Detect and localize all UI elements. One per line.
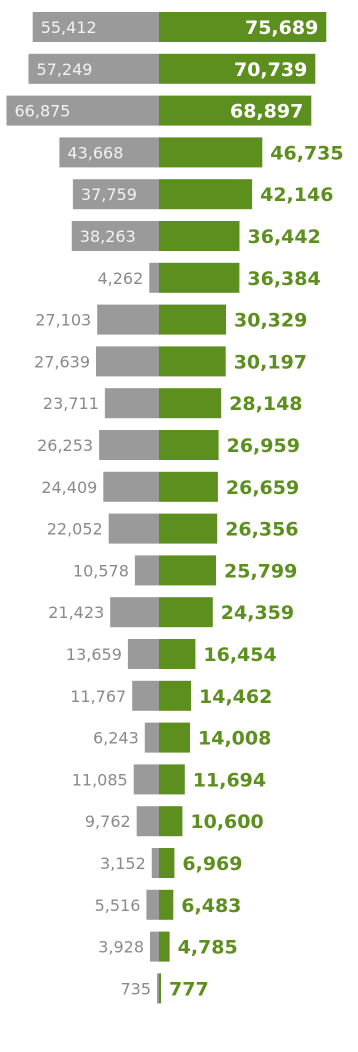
left-value-label: 37,759 bbox=[81, 185, 137, 204]
right-value-label: 68,897 bbox=[230, 101, 303, 123]
left-value-label: 43,668 bbox=[67, 143, 123, 162]
left-value-label: 24,409 bbox=[41, 478, 97, 497]
right-value-label: 14,462 bbox=[199, 686, 272, 708]
left-bar bbox=[32, 12, 160, 42]
left-value-label: 38,263 bbox=[80, 227, 136, 246]
left-bar bbox=[127, 639, 159, 669]
left-bar bbox=[110, 597, 159, 628]
right-bar bbox=[159, 430, 219, 460]
right-bar bbox=[159, 221, 240, 251]
right-value-label: 26,356 bbox=[225, 519, 298, 541]
left-bar bbox=[28, 53, 159, 84]
right-bar bbox=[159, 889, 174, 920]
right-value-label: 26,959 bbox=[227, 435, 300, 457]
left-bar bbox=[103, 471, 159, 502]
left-bar bbox=[6, 95, 159, 126]
right-bar bbox=[159, 388, 222, 419]
right-bar bbox=[159, 639, 196, 669]
left-value-label: 10,578 bbox=[73, 561, 129, 580]
left-value-label: 9,762 bbox=[85, 812, 131, 831]
left-bar bbox=[99, 430, 159, 460]
left-value-label: 3,152 bbox=[100, 854, 146, 873]
left-value-label: 11,085 bbox=[72, 770, 128, 789]
left-bar bbox=[151, 848, 159, 878]
right-bar bbox=[159, 513, 218, 544]
left-value-label: 5,516 bbox=[95, 896, 141, 915]
right-bar bbox=[159, 471, 218, 502]
left-bar bbox=[71, 221, 159, 251]
left-value-label: 26,253 bbox=[37, 436, 93, 455]
left-bar bbox=[97, 304, 159, 335]
right-value-label: 10,600 bbox=[190, 811, 263, 833]
right-value-label: 26,659 bbox=[226, 477, 299, 499]
right-value-label: 75,689 bbox=[245, 17, 318, 39]
left-value-label: 735 bbox=[120, 979, 151, 998]
right-bar bbox=[159, 346, 226, 377]
right-bar bbox=[159, 12, 327, 42]
left-value-label: 66,875 bbox=[15, 102, 71, 121]
left-value-label: 6,243 bbox=[93, 729, 139, 748]
right-bar bbox=[159, 806, 183, 837]
right-bar bbox=[159, 722, 190, 753]
right-value-label: 6,483 bbox=[181, 895, 241, 917]
left-value-label: 27,103 bbox=[35, 311, 91, 330]
right-bar bbox=[159, 304, 226, 335]
right-bar bbox=[159, 179, 253, 210]
right-value-label: 36,442 bbox=[248, 226, 321, 248]
right-value-label: 25,799 bbox=[224, 560, 297, 582]
left-bar bbox=[59, 137, 159, 168]
left-value-label: 13,659 bbox=[66, 645, 122, 664]
right-bar bbox=[159, 555, 216, 586]
left-bar bbox=[108, 513, 159, 544]
right-bar bbox=[159, 973, 161, 1004]
left-value-label: 55,412 bbox=[41, 18, 97, 37]
right-bar bbox=[159, 680, 191, 711]
left-bar bbox=[136, 806, 159, 837]
left-bar bbox=[104, 388, 159, 419]
left-value-label: 21,423 bbox=[48, 603, 104, 622]
right-bar bbox=[159, 931, 170, 962]
left-bar bbox=[133, 764, 159, 795]
left-value-label: 22,052 bbox=[47, 520, 103, 539]
right-value-label: 36,384 bbox=[247, 268, 320, 290]
right-value-label: 70,739 bbox=[234, 59, 307, 81]
right-value-label: 42,146 bbox=[260, 184, 333, 206]
left-value-label: 23,711 bbox=[43, 394, 99, 413]
right-value-label: 30,197 bbox=[234, 351, 307, 373]
right-value-label: 30,329 bbox=[234, 310, 307, 332]
right-bar bbox=[159, 137, 263, 168]
left-bar bbox=[146, 889, 159, 920]
right-bar bbox=[159, 53, 316, 84]
left-bar bbox=[96, 346, 159, 377]
left-value-label: 4,262 bbox=[97, 269, 143, 288]
right-value-label: 777 bbox=[169, 978, 209, 1000]
left-bar bbox=[149, 262, 159, 293]
right-bar bbox=[159, 95, 312, 126]
left-bar bbox=[132, 680, 159, 711]
left-bar bbox=[144, 722, 159, 753]
right-value-label: 24,359 bbox=[221, 602, 294, 624]
left-value-label: 3,928 bbox=[98, 938, 144, 957]
left-value-label: 57,249 bbox=[37, 60, 93, 79]
left-value-label: 27,639 bbox=[34, 352, 90, 371]
left-bar bbox=[72, 179, 159, 210]
left-value-label: 11,767 bbox=[70, 687, 126, 706]
right-value-label: 14,008 bbox=[198, 728, 271, 750]
left-bar bbox=[150, 931, 159, 962]
right-value-label: 16,454 bbox=[203, 644, 276, 666]
right-value-label: 6,969 bbox=[182, 853, 242, 875]
right-value-label: 11,694 bbox=[193, 769, 266, 791]
right-bar bbox=[159, 597, 213, 628]
left-bar bbox=[157, 973, 159, 1004]
right-bar bbox=[159, 262, 240, 293]
right-bar bbox=[159, 764, 185, 795]
right-value-label: 28,148 bbox=[229, 393, 302, 415]
right-bar bbox=[159, 848, 175, 878]
left-bar bbox=[134, 555, 159, 586]
right-value-label: 4,785 bbox=[178, 937, 238, 959]
right-value-label: 46,735 bbox=[270, 142, 343, 164]
